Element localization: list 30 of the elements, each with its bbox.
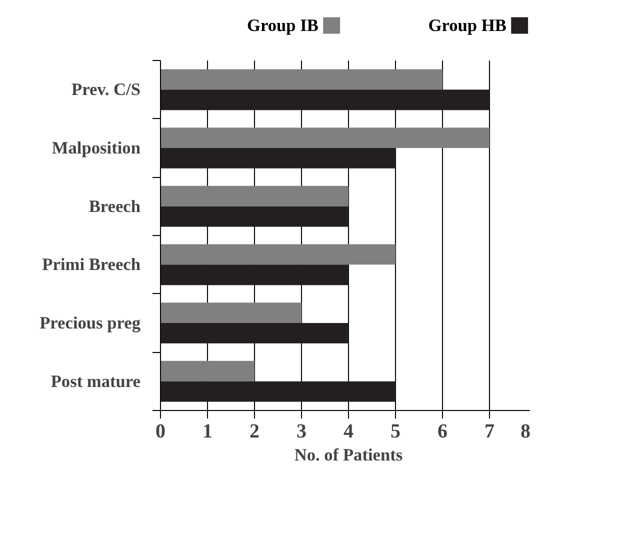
y-tick-label: Breech [88,196,141,216]
bar [160,69,442,90]
x-tick-label: 8 [520,420,530,442]
x-tick-label: 6 [438,420,448,442]
y-tick-label: Malposition [52,138,141,158]
x-tick-label: 0 [156,420,166,442]
y-tick-label: Precious preg [40,314,141,332]
x-tick-label: 4 [344,420,354,442]
y-tick-label: Prev. C/S [72,80,141,100]
bar [160,186,348,206]
bar [160,302,302,323]
bar [160,264,348,286]
bar [160,323,348,344]
y-tick-label: Post mature [50,372,141,391]
bar [160,90,490,110]
bar [160,381,396,402]
legend-label: Group HB [428,16,507,35]
y-tick-label: Primi Breech [42,255,141,274]
x-axis-title: No. of Patients [294,446,403,464]
bar [160,244,396,265]
bar [160,206,348,227]
x-tick-label: 2 [250,420,260,442]
bar [160,148,396,168]
x-tick-label: 7 [484,420,494,442]
x-tick-label: 3 [296,420,306,442]
x-tick-label: 1 [202,420,212,442]
bar [160,360,254,382]
legend-label: Group IB [246,16,319,35]
bar [160,128,490,148]
x-tick-label: 5 [390,420,400,442]
